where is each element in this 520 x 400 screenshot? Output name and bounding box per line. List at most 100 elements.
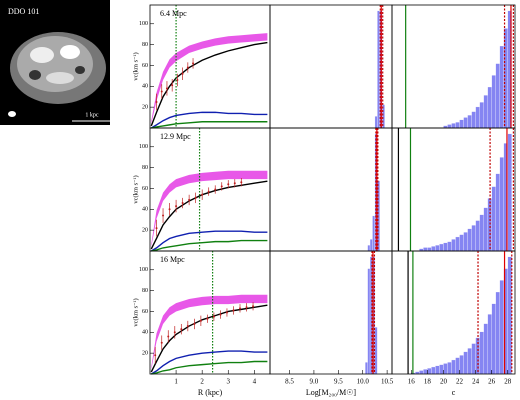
x-tick-label: 9.5 bbox=[334, 378, 343, 386]
hist-bar bbox=[471, 225, 476, 252]
y-tick-label: 60 bbox=[142, 309, 148, 315]
x-tick-label: 10.0 bbox=[357, 378, 370, 386]
hist-bar bbox=[495, 291, 500, 375]
x-axis-label: R (kpc) bbox=[198, 388, 223, 397]
data-point bbox=[155, 100, 158, 103]
y-tick-label: 80 bbox=[142, 288, 148, 294]
data-point bbox=[220, 185, 223, 188]
galaxy-image: DDO 101 1 kpc bbox=[0, 0, 112, 125]
data-point bbox=[212, 315, 215, 318]
hist-bar bbox=[483, 207, 488, 252]
data-point bbox=[193, 322, 196, 325]
data-point bbox=[252, 305, 255, 308]
hist-bar bbox=[491, 75, 496, 129]
fit-band bbox=[151, 170, 268, 247]
x-tick-label: 22 bbox=[456, 378, 464, 386]
x-tick-label: 28 bbox=[504, 378, 512, 386]
y-tick-label: 100 bbox=[139, 144, 148, 150]
hist-bar bbox=[447, 124, 452, 129]
data-point bbox=[160, 341, 163, 344]
data-point bbox=[186, 66, 189, 69]
y-tick-label: 80 bbox=[142, 165, 148, 171]
hist-bar bbox=[455, 121, 460, 129]
hist-bar bbox=[369, 239, 373, 252]
hist-bar bbox=[367, 244, 371, 252]
y-tick-label: 40 bbox=[142, 330, 148, 336]
hist-bar bbox=[463, 232, 468, 252]
hist-bar bbox=[431, 246, 436, 252]
hist-bar bbox=[367, 268, 371, 375]
data-point bbox=[160, 90, 163, 93]
hist-bar bbox=[467, 228, 472, 252]
x-tick-label: 3 bbox=[227, 378, 231, 386]
curve bbox=[151, 239, 268, 252]
data-point bbox=[188, 198, 191, 201]
y-tick-label: 40 bbox=[142, 207, 148, 213]
galaxy-hole bbox=[75, 66, 85, 74]
y-tick-label: 80 bbox=[142, 42, 148, 48]
data-point bbox=[155, 227, 158, 230]
hist-bar bbox=[503, 28, 508, 129]
hist-bar bbox=[455, 236, 460, 252]
hist-bar bbox=[499, 157, 504, 252]
hist-bar bbox=[507, 133, 512, 252]
x-axis-label: Log[M₂₀₀/M☉] bbox=[306, 388, 357, 397]
y-tick-label: 60 bbox=[142, 63, 148, 69]
hist-bar bbox=[374, 326, 378, 375]
y-tick-label: 20 bbox=[142, 105, 148, 111]
hist-bar bbox=[507, 256, 512, 375]
data-point bbox=[239, 307, 241, 310]
x-tick-label: 16 bbox=[408, 378, 416, 386]
data-point bbox=[173, 331, 176, 334]
hist-bar bbox=[459, 234, 464, 252]
data-point bbox=[181, 72, 184, 75]
hist-bar bbox=[467, 348, 472, 375]
hist-bar bbox=[475, 106, 480, 129]
hist-bar bbox=[459, 355, 464, 375]
x-tick-label: 18 bbox=[424, 378, 432, 386]
hist-bar bbox=[447, 362, 452, 375]
x-tick-label: 2 bbox=[200, 378, 204, 386]
hist-bar bbox=[491, 186, 496, 252]
data-point bbox=[225, 311, 228, 314]
x-tick-label: 26 bbox=[488, 378, 496, 386]
data-point bbox=[171, 84, 174, 87]
curve bbox=[150, 41, 268, 127]
data-point bbox=[162, 214, 165, 217]
hist-bar bbox=[499, 45, 504, 129]
hist-bar bbox=[447, 241, 452, 252]
hist-bar bbox=[374, 116, 378, 129]
x-tick-label: 24 bbox=[472, 378, 480, 386]
data-point bbox=[181, 202, 184, 205]
hist-bar bbox=[495, 173, 500, 252]
x-tick-label: 20 bbox=[440, 378, 448, 386]
data-point bbox=[207, 190, 210, 193]
hist-bar bbox=[463, 117, 468, 129]
hist-bar bbox=[467, 114, 472, 129]
hist-bar bbox=[451, 123, 456, 129]
hist-bar bbox=[483, 323, 488, 375]
data-point bbox=[186, 325, 189, 328]
hist-bar bbox=[479, 331, 484, 375]
galaxy-knot bbox=[46, 72, 74, 84]
data-point bbox=[245, 306, 248, 309]
panel-frame bbox=[391, 250, 516, 375]
hist-bar bbox=[479, 102, 484, 129]
hist-bar bbox=[443, 242, 448, 252]
curve bbox=[150, 350, 268, 375]
beam bbox=[8, 111, 16, 117]
curve bbox=[151, 121, 268, 129]
curve bbox=[150, 230, 268, 252]
data-point bbox=[194, 196, 197, 199]
hist-bar bbox=[435, 365, 440, 375]
fit-band bbox=[151, 33, 268, 124]
data-point bbox=[240, 181, 243, 184]
hist-bar bbox=[372, 215, 376, 252]
data-point bbox=[214, 188, 217, 191]
galaxy-label: DDO 101 bbox=[8, 7, 39, 16]
galaxy-knot bbox=[60, 45, 80, 59]
hist-bar bbox=[419, 370, 424, 375]
panel-label: 16 Mpc bbox=[160, 255, 185, 264]
y-tick-label: 100 bbox=[139, 267, 148, 273]
hist-bar bbox=[463, 351, 468, 375]
